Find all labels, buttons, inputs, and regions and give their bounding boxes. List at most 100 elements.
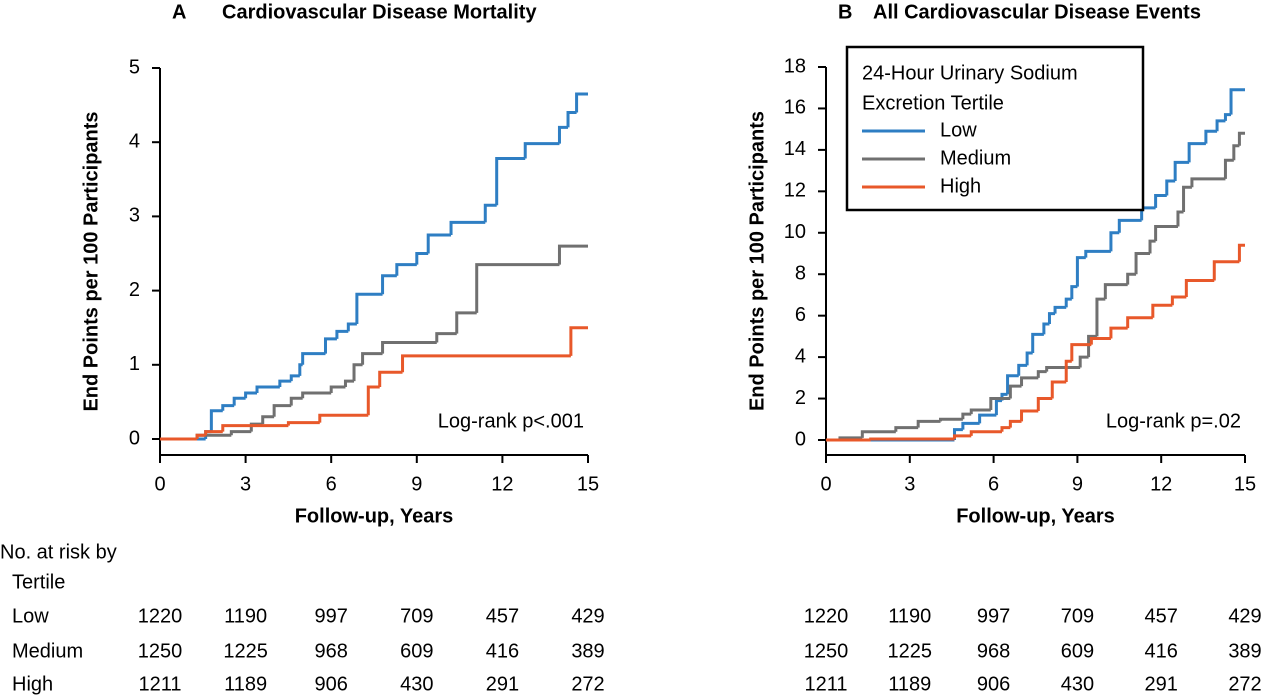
km-step	[1151, 303, 1173, 318]
km-step	[272, 404, 292, 417]
km-step	[1084, 249, 1111, 258]
km-step	[1020, 376, 1039, 387]
risk-value: 1211	[138, 673, 181, 695]
km-step	[318, 413, 369, 423]
km-step	[1070, 285, 1078, 300]
km-step	[1025, 351, 1033, 366]
y-tick-label: 10	[784, 221, 806, 243]
legend-box	[845, 45, 1145, 212]
x-tick-label: 12	[1150, 473, 1172, 495]
km-step	[261, 415, 275, 425]
y-tick-label: 18	[784, 55, 806, 77]
risk-value: 1190	[224, 605, 267, 627]
risk-value: 968	[977, 640, 1010, 662]
km-step	[569, 326, 588, 356]
km-step	[483, 203, 497, 223]
x-tick-label: 0	[154, 473, 165, 495]
km-step	[1237, 131, 1245, 146]
km-step	[1020, 409, 1039, 422]
km-step	[1008, 384, 1022, 399]
y-tick-label: 3	[129, 205, 140, 227]
x-tick-label: 15	[1234, 473, 1256, 495]
risk-value: 997	[315, 605, 348, 627]
risk-value: 1190	[888, 605, 931, 627]
km-step	[869, 437, 955, 441]
risk-value: 1225	[223, 640, 268, 662]
km-step	[961, 412, 972, 420]
risk-row-label: Low	[12, 605, 49, 627]
km-step	[232, 396, 246, 406]
km-step	[355, 292, 383, 324]
km-step	[1050, 380, 1067, 399]
y-tick-label: 2	[795, 387, 806, 409]
y-axis-title: End Points per 100 Participants	[746, 111, 768, 411]
km-step	[195, 433, 206, 439]
km-step	[1047, 312, 1056, 324]
km-step	[1036, 397, 1053, 411]
km-step	[1204, 129, 1218, 144]
km-step	[1006, 374, 1019, 395]
km-step	[209, 409, 223, 432]
km-step	[1031, 332, 1044, 353]
km-step	[1053, 305, 1067, 314]
km-step	[1087, 334, 1097, 358]
km-step	[989, 397, 1011, 410]
km-step	[894, 426, 919, 432]
risk-value: 429	[1228, 605, 1261, 627]
km-step	[1078, 355, 1089, 368]
x-tick-label: 3	[904, 473, 915, 495]
km-step	[323, 337, 337, 354]
km-step	[361, 352, 383, 365]
km-step	[229, 430, 252, 436]
x-tick-label: 9	[1072, 473, 1083, 495]
risk-value: 416	[1145, 640, 1178, 662]
km-step	[378, 370, 403, 388]
km-step	[969, 430, 1002, 436]
km-step	[557, 125, 569, 144]
x-tick-label: 6	[988, 473, 999, 495]
km-step	[1036, 370, 1047, 378]
km-step	[395, 263, 417, 276]
x-tick-label: 9	[411, 473, 422, 495]
risk-value: 291	[1145, 673, 1178, 695]
chart-title: Cardiovascular Disease Mortality	[222, 1, 537, 23]
km-step	[969, 408, 991, 415]
km-step	[289, 374, 300, 382]
km-step	[961, 421, 980, 430]
km-step	[298, 363, 303, 376]
km-step	[916, 419, 941, 428]
km-step	[1190, 177, 1226, 188]
legend-label: Medium	[940, 147, 1011, 169]
legend-title: 24-Hour Urinary Sodium	[862, 62, 1078, 84]
risk-row-label: High	[12, 673, 53, 695]
km-step	[978, 413, 997, 424]
km-step	[557, 244, 588, 265]
km-step	[329, 385, 346, 393]
legend-title: Excretion Tertile	[862, 92, 1004, 114]
km-step	[1126, 316, 1153, 329]
km-step	[575, 92, 588, 113]
y-tick-label: 0	[795, 428, 806, 450]
risk-value: 968	[315, 640, 348, 662]
km-step	[426, 233, 452, 254]
legend-label: High	[940, 175, 981, 197]
risk-value: 430	[400, 673, 433, 695]
x-tick-label: 3	[240, 473, 251, 495]
km-step	[1182, 185, 1192, 213]
km-step	[381, 341, 437, 354]
km-step	[244, 391, 258, 399]
km-step	[1148, 239, 1156, 254]
km-step	[1008, 419, 1022, 428]
risk-value: 609	[1061, 640, 1094, 662]
km-step	[860, 430, 896, 438]
km-step	[939, 417, 963, 422]
km-step	[204, 430, 223, 436]
km-step	[1042, 322, 1050, 335]
km-step	[994, 399, 1002, 416]
km-step	[1223, 113, 1232, 121]
risk-value: 1189	[224, 673, 267, 695]
km-step	[435, 332, 457, 343]
y-tick-label: 2	[129, 279, 140, 301]
km-step	[1075, 256, 1086, 287]
risk-value: 1189	[888, 673, 931, 695]
